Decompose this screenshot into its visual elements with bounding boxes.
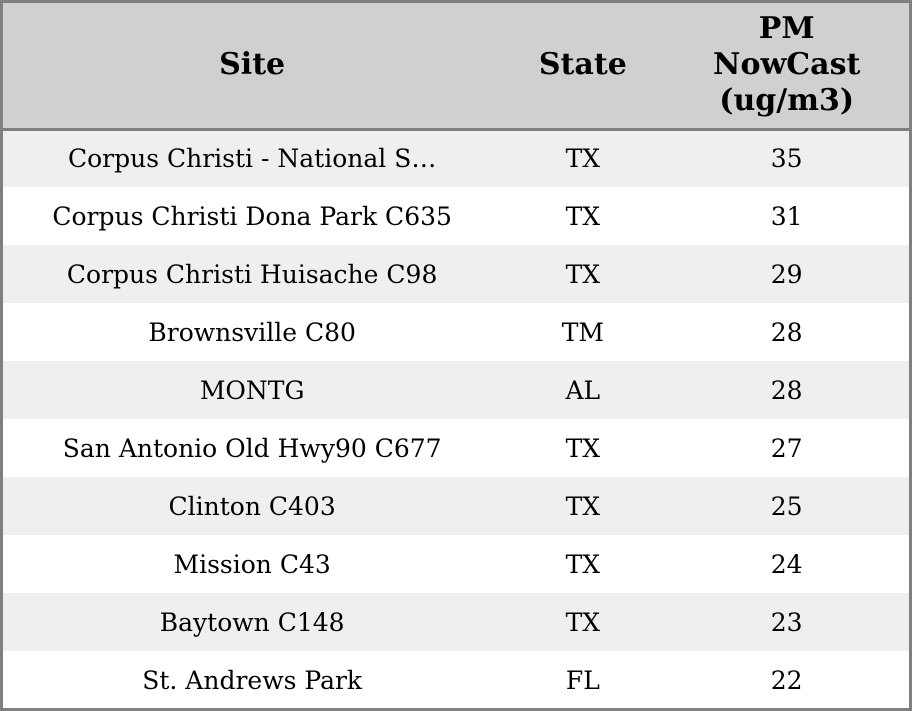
state-cell: TM <box>561 317 604 347</box>
table-row: St. Andrews Park FL 22 <box>3 651 909 708</box>
site-cell: Corpus Christi Dona Park C635 <box>52 201 452 231</box>
value-cell: 27 <box>770 433 803 463</box>
site-cell: Brownsville C80 <box>148 317 356 347</box>
header-row: Site State PM NowCast (ug/m3) <box>3 3 909 131</box>
site-column-header: Site <box>3 3 502 131</box>
state-column-header: State <box>501 3 665 131</box>
state-cell: TX <box>565 259 601 289</box>
state-cell: TX <box>565 491 601 521</box>
state-cell: TX <box>565 144 601 174</box>
site-cell: Corpus Christi - National S… <box>67 144 437 174</box>
value-cell: 35 <box>770 144 803 174</box>
table-row: Corpus Christi Huisache C98 TX 29 <box>3 245 909 303</box>
state-cell: AL <box>565 375 601 405</box>
site-cell: Baytown C148 <box>159 607 345 637</box>
site-cell: Clinton C403 <box>168 491 336 521</box>
pm-nowcast-column-header: PM NowCast (ug/m3) <box>664 3 909 131</box>
site-cell: San Antonio Old Hwy90 C677 <box>62 433 442 463</box>
state-cell: TX <box>565 549 601 579</box>
value-cell: 23 <box>770 607 803 637</box>
table-body: Corpus Christi - National S… TX 35 Corpu… <box>3 129 909 708</box>
state-cell: TX <box>565 433 601 463</box>
table-row: Baytown C148 TX 23 <box>3 593 909 651</box>
value-cell: 31 <box>770 201 803 231</box>
table-row: San Antonio Old Hwy90 C677 TX 27 <box>3 419 909 477</box>
value-cell: 28 <box>770 375 803 405</box>
site-cell: MONTG <box>199 375 305 405</box>
value-cell: 28 <box>770 317 803 347</box>
value-cell: 25 <box>770 491 803 521</box>
state-cell: TX <box>565 607 601 637</box>
table-row: MONTG AL 28 <box>3 361 909 419</box>
site-cell: St. Andrews Park <box>142 665 363 695</box>
table-row: Mission C43 TX 24 <box>3 535 909 593</box>
table-row: Brownsville C80 TM 28 <box>3 303 909 361</box>
site-cell: Mission C43 <box>173 549 331 579</box>
site-cell: Corpus Christi Huisache C98 <box>66 259 438 289</box>
value-cell: 22 <box>770 665 803 695</box>
value-cell: 29 <box>770 259 803 289</box>
table-header: Site State PM NowCast (ug/m3) <box>3 3 909 131</box>
state-cell: TX <box>565 201 601 231</box>
table-row: Corpus Christi - National S… TX 35 <box>3 129 909 187</box>
table-row: Clinton C403 TX 25 <box>3 477 909 535</box>
state-cell: FL <box>565 665 600 695</box>
table-row: Corpus Christi Dona Park C635 TX 31 <box>3 187 909 245</box>
pm-nowcast-table: Site State PM NowCast (ug/m3) Corpus Chr… <box>3 3 909 708</box>
value-cell: 24 <box>770 549 803 579</box>
